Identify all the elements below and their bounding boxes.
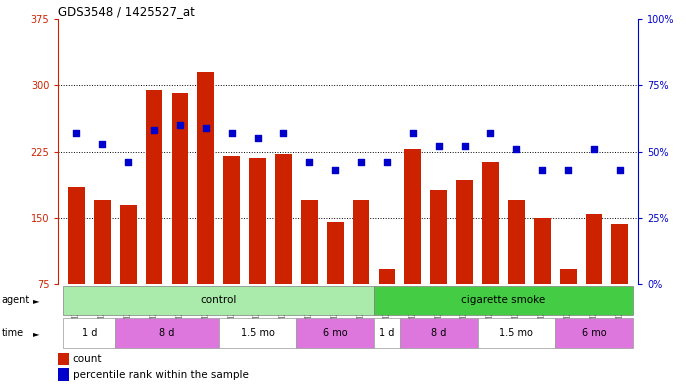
Bar <box>586 214 602 284</box>
Text: 6 mo: 6 mo <box>582 328 606 338</box>
Bar <box>477 318 555 348</box>
Point <box>511 146 522 152</box>
Text: ►: ► <box>33 329 39 338</box>
Bar <box>379 269 395 284</box>
Text: percentile rank within the sample: percentile rank within the sample <box>73 370 249 380</box>
Text: 8 d: 8 d <box>159 328 175 338</box>
Bar <box>534 218 551 284</box>
Text: time: time <box>1 328 23 338</box>
Text: 1 d: 1 d <box>82 328 97 338</box>
Text: agent: agent <box>1 295 29 306</box>
Point <box>459 143 470 149</box>
Point <box>97 141 108 147</box>
Point <box>355 159 366 166</box>
Point <box>434 143 445 149</box>
Text: 1 d: 1 d <box>379 328 394 338</box>
Point <box>536 167 547 173</box>
Bar <box>405 149 421 284</box>
Point <box>407 130 418 136</box>
Text: control: control <box>200 295 237 306</box>
Text: 6 mo: 6 mo <box>323 328 348 338</box>
Bar <box>611 224 628 284</box>
Point <box>615 167 626 173</box>
Bar <box>374 286 632 315</box>
Text: count: count <box>73 354 102 364</box>
Bar <box>120 205 137 284</box>
Text: cigarette smoke: cigarette smoke <box>461 295 545 306</box>
Bar <box>115 318 219 348</box>
Bar <box>430 190 447 284</box>
Point <box>304 159 315 166</box>
Point <box>330 167 341 173</box>
Bar <box>456 180 473 284</box>
Bar <box>327 222 344 284</box>
Bar <box>64 318 115 348</box>
Point <box>485 130 496 136</box>
Text: 1.5 mo: 1.5 mo <box>241 328 274 338</box>
Bar <box>301 200 318 284</box>
Bar <box>223 156 240 284</box>
Point <box>174 122 185 128</box>
Bar <box>172 93 189 284</box>
Bar <box>198 72 214 284</box>
Bar <box>353 200 370 284</box>
Text: GDS3548 / 1425527_at: GDS3548 / 1425527_at <box>58 5 196 18</box>
Point <box>381 159 392 166</box>
Bar <box>94 200 110 284</box>
Point <box>278 130 289 136</box>
Bar <box>219 318 296 348</box>
Bar <box>508 200 525 284</box>
Text: 1.5 mo: 1.5 mo <box>499 328 533 338</box>
Point <box>252 136 263 142</box>
Bar <box>145 90 163 284</box>
Bar <box>296 318 374 348</box>
Bar <box>58 369 69 381</box>
Point <box>200 125 211 131</box>
Point <box>123 159 134 166</box>
Point <box>589 146 600 152</box>
Bar <box>560 269 576 284</box>
Point <box>71 130 82 136</box>
Bar <box>275 154 292 284</box>
Point <box>149 127 160 134</box>
Point <box>563 167 573 173</box>
Bar <box>68 187 85 284</box>
Bar <box>374 318 400 348</box>
Text: ►: ► <box>33 296 39 305</box>
Bar <box>555 318 632 348</box>
Bar <box>400 318 477 348</box>
Text: 8 d: 8 d <box>431 328 447 338</box>
Bar <box>482 162 499 284</box>
Point <box>226 130 237 136</box>
Bar <box>249 158 266 284</box>
Bar <box>58 353 69 365</box>
Bar <box>64 286 374 315</box>
